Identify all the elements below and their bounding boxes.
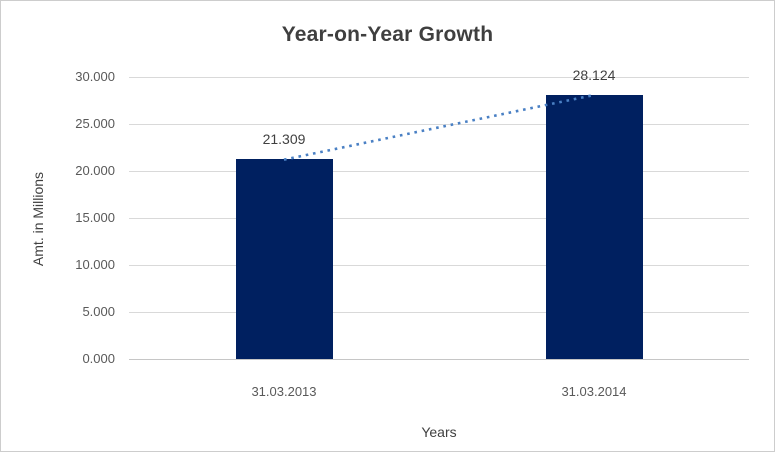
- bar-31.03.2013: [235, 158, 333, 359]
- x-tick-label: 31.03.2013: [251, 384, 317, 399]
- data-label: 21.309: [262, 130, 306, 147]
- gridline: [129, 312, 749, 313]
- chart-title: Year-on-Year Growth: [281, 23, 494, 46]
- y-tick-label: 20.000: [75, 163, 115, 178]
- y-tick-label: 25.000: [75, 116, 115, 131]
- bar-31.03.2014: [545, 94, 643, 359]
- gridline: [129, 218, 749, 219]
- x-axis-title: Years: [421, 424, 457, 440]
- gridline: [129, 77, 749, 78]
- x-axis-line: [129, 359, 749, 360]
- y-tick-label: 30.000: [75, 69, 115, 84]
- gridline: [129, 265, 749, 266]
- y-tick-label: 15.000: [75, 210, 115, 225]
- gridline: [129, 124, 749, 125]
- y-tick-label: 10.000: [75, 257, 115, 272]
- gridline: [129, 171, 749, 172]
- y-tick-label: 0.000: [82, 351, 115, 366]
- x-tick-label: 31.03.2014: [561, 384, 627, 399]
- y-tick-label: 5.000: [82, 304, 115, 319]
- data-label: 28.124: [572, 66, 616, 83]
